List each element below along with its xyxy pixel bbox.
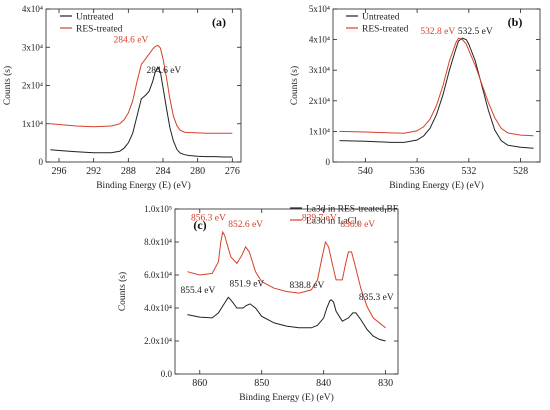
y-axis-label: Counts (s) <box>289 66 300 105</box>
legend-label: Untreated <box>76 13 114 23</box>
legend-label: RES-treated <box>76 25 123 35</box>
plot-frame <box>332 8 541 163</box>
x-axis-label: Binding Energy (E) (eV) <box>389 180 484 191</box>
x-tick-label: 288 <box>121 166 136 177</box>
peak-annotation: 856.3 eV <box>191 214 226 224</box>
y-tick-label: 4x10⁴ <box>309 35 330 45</box>
x-tick-label: 860 <box>192 378 207 389</box>
y-tick-label: 0.0 <box>161 369 173 379</box>
panel-c: 860 850 840 830 0.0 2.0x10⁴ 4.0x10⁴ 6.0x10⁴ 8.0x… <box>117 204 399 403</box>
y-tick-label: 4.0x10⁴ <box>144 303 172 313</box>
legend-label: RES-treated <box>362 25 409 35</box>
y-tick-label: 2x10⁴ <box>309 96 330 106</box>
x-tick-label: 292 <box>86 166 101 177</box>
y-tick-label: 8.0x10⁴ <box>144 237 172 247</box>
panel-a: 296 292 288 284 280 276 0 1x10⁴ 2x10⁴ 3x10⁴ 4x10⁴ B… <box>2 4 242 191</box>
y-tick-label: 2.0x10⁴ <box>144 336 172 346</box>
x-tick-label: 840 <box>316 378 331 389</box>
peak-annotation: 839.7 eV <box>302 214 337 224</box>
series-line-black <box>339 37 534 149</box>
y-tick-label: 0 <box>326 157 331 167</box>
y-tick-label: 2x10⁴ <box>22 81 43 91</box>
y-tick-label: 5x10⁴ <box>309 4 330 14</box>
y-tick-label: 4x10⁴ <box>22 4 43 14</box>
peak-annotation: 851.9 eV <box>229 280 264 290</box>
x-tick-label: 280 <box>190 166 205 177</box>
y-tick-label: 1.0x10⁵ <box>144 204 172 214</box>
panel-label: (b) <box>508 15 523 29</box>
series-line-black <box>50 66 233 158</box>
x-tick-label: 296 <box>52 166 67 177</box>
x-tick-label: 276 <box>225 166 240 177</box>
peak-annotation: 284.6 eV <box>146 66 181 76</box>
peak-annotation: 532.5 eV <box>458 27 493 37</box>
x-tick-label: 536 <box>410 166 425 177</box>
series-line-black <box>187 296 386 342</box>
series-line-red <box>339 37 534 137</box>
legend-label: La3d in RES-treated BF <box>306 205 398 215</box>
y-axis-label: Counts (s) <box>117 272 128 311</box>
x-tick-label: 528 <box>513 166 528 177</box>
peak-annotation: 835.3 eV <box>359 293 394 303</box>
y-tick-label: 1x10⁴ <box>22 119 43 129</box>
y-tick-label: 1x10⁴ <box>309 126 330 136</box>
peak-annotation: 855.4 eV <box>181 286 216 296</box>
series-line-red <box>187 230 386 329</box>
panel-b: 540 536 532 528 0 1x10⁴ 2x10⁴ 3x10⁴ 4x10⁴ 5x10⁴ Bi… <box>289 4 541 191</box>
y-tick-label: 3x10⁴ <box>22 42 43 52</box>
x-axis-label: Binding Energy (E) (eV) <box>96 180 191 191</box>
x-tick-label: 284 <box>156 166 171 177</box>
legend-label: Untreated <box>362 13 400 23</box>
legend-label: Lа3d in LaCl₃ <box>306 217 360 227</box>
peak-annotation: 852.6 eV <box>228 220 263 230</box>
x-axis-label: Binding Energy (E) (eV) <box>239 392 334 403</box>
x-tick-label: 532 <box>461 166 476 177</box>
panel-label: (a) <box>212 15 226 29</box>
x-tick-label: 830 <box>378 378 393 389</box>
peak-annotation: 284.6 eV <box>114 36 149 46</box>
x-tick-label: 540 <box>358 166 373 177</box>
peak-annotation: 532.8 eV <box>420 27 455 37</box>
peak-annotation: 838.8 eV <box>290 281 325 291</box>
x-tick-label: 850 <box>254 378 269 389</box>
panel-label: (c) <box>193 218 206 232</box>
peak-annotation: 836.0 eV <box>340 220 375 230</box>
y-tick-label: 3x10⁴ <box>309 65 330 75</box>
y-tick-label: 6.0x10⁴ <box>144 270 172 280</box>
series-line-red <box>50 44 233 134</box>
y-tick-label: 0 <box>39 157 44 167</box>
y-axis-label: Counts (s) <box>2 66 13 105</box>
plot-frame <box>174 208 399 375</box>
